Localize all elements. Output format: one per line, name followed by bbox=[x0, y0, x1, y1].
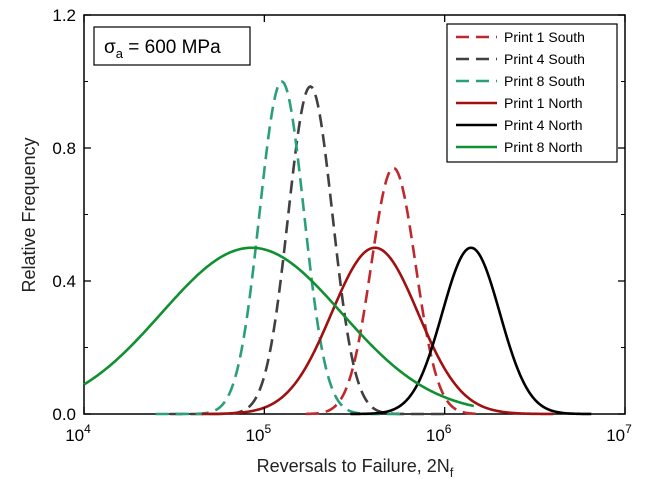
x-tick-label: 105 bbox=[246, 422, 272, 445]
legend-item-print-4-north: Print 4 North bbox=[456, 117, 583, 133]
y-tick-label: 1.2 bbox=[52, 6, 76, 25]
series-line-print-8-north bbox=[83, 246, 475, 408]
x-axis-title: Reversals to Failure, 2Nf bbox=[257, 456, 454, 479]
curves-layer bbox=[83, 80, 592, 416]
series-line-print-4-north bbox=[350, 246, 592, 416]
legend-box bbox=[446, 23, 618, 163]
legend-label: Print 8 North bbox=[504, 139, 583, 155]
legend-label: Print 8 South bbox=[504, 73, 585, 89]
x-tick-label: 104 bbox=[65, 422, 91, 445]
sigma-annotation-box bbox=[93, 26, 251, 66]
legend-item-print-4-south: Print 4 South bbox=[456, 51, 585, 67]
y-tick-label: 0.8 bbox=[52, 139, 76, 158]
ticks-layer: 104 105 106 107 0.0 0.4 0.8 1.2 bbox=[52, 6, 632, 445]
legend-items: Print 1 South Print 4 South Print 8 South P… bbox=[456, 29, 585, 155]
legend: Print 1 South Print 4 South Print 8 South P… bbox=[446, 23, 618, 163]
legend-label: Print 4 North bbox=[504, 117, 583, 133]
legend-item-print-1-south: Print 1 South bbox=[456, 29, 585, 45]
legend-label: Print 1 North bbox=[504, 95, 583, 111]
legend-label: Print 4 South bbox=[504, 51, 585, 67]
series-line-print-1-north bbox=[201, 246, 554, 416]
legend-item-print-8-south: Print 8 South bbox=[456, 73, 585, 89]
y-axis-title: Relative Frequency bbox=[19, 137, 39, 292]
legend-label: Print 1 South bbox=[504, 29, 585, 45]
legend-item-print-1-north: Print 1 North bbox=[456, 95, 583, 111]
series-line-print-8-south bbox=[155, 80, 405, 416]
y-tick-label: 0.4 bbox=[52, 272, 76, 291]
sigma-annotation-label: σa = 600 MPa bbox=[104, 37, 221, 61]
sigma-annotation: σa = 600 MPa bbox=[93, 26, 251, 66]
series-line-print-1-south bbox=[305, 166, 480, 416]
x-tick-label: 107 bbox=[606, 422, 632, 445]
y-tick-label: 0.0 bbox=[52, 405, 76, 424]
legend-item-print-8-north: Print 8 North bbox=[456, 139, 583, 155]
x-tick-label: 106 bbox=[426, 422, 452, 445]
